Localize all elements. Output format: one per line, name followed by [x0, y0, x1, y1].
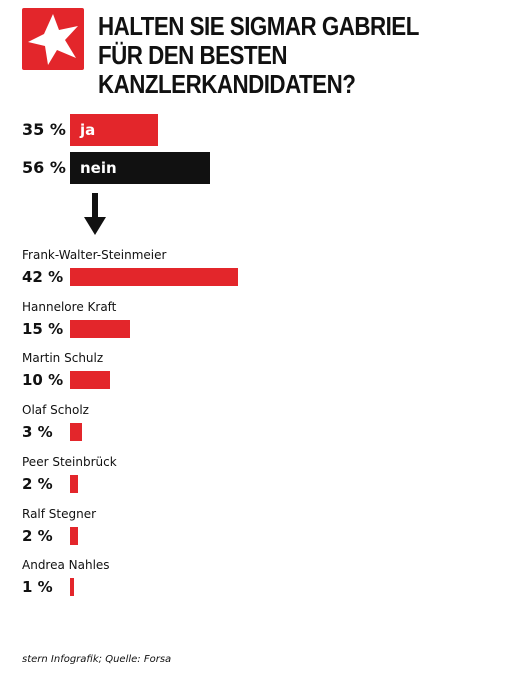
source-note: stern Infografik; Quelle: Forsa — [22, 654, 172, 665]
candidate-bar — [70, 423, 82, 441]
bar-ja: ja — [70, 114, 158, 146]
candidate-name: Peer Steinbrück — [22, 455, 117, 469]
candidate-name: Martin Schulz — [22, 351, 104, 365]
candidate-name: Ralf Stegner — [22, 507, 97, 521]
candidate-value-label: 3 % — [22, 423, 53, 441]
candidate-name: Hannelore Kraft — [22, 300, 117, 314]
candidate-name: Olaf Scholz — [22, 403, 89, 417]
candidate-name: Andrea Nahles — [22, 558, 110, 572]
candidate-value-label: 2 % — [22, 527, 53, 545]
candidate-value-label: 1 % — [22, 578, 53, 596]
value-label: 35 % — [22, 120, 66, 139]
candidate-name: Frank-Walter-Steinmeier — [22, 248, 167, 262]
candidate-value-label: 15 % — [22, 320, 64, 338]
candidate-bar — [70, 578, 74, 596]
bar-label: ja — [80, 121, 96, 139]
value-label: 56 % — [22, 158, 66, 177]
chart-title: HALTEN SIE SIGMAR GABRIEL FÜR DEN BESTEN… — [98, 11, 419, 99]
stern-logo — [22, 8, 84, 70]
star-icon — [28, 14, 78, 65]
arrow-down-icon — [84, 193, 106, 235]
candidate-value-label: 10 % — [22, 371, 64, 389]
candidate-value-label: 42 % — [22, 268, 64, 286]
bar-nein: nein — [70, 152, 210, 184]
candidate-bar — [70, 371, 110, 389]
bar-label: nein — [80, 159, 117, 177]
candidate-bar — [70, 320, 130, 338]
candidate-value-label: 2 % — [22, 475, 53, 493]
candidate-bar — [70, 527, 78, 545]
candidate-bar — [70, 475, 78, 493]
candidate-bar — [70, 268, 238, 286]
